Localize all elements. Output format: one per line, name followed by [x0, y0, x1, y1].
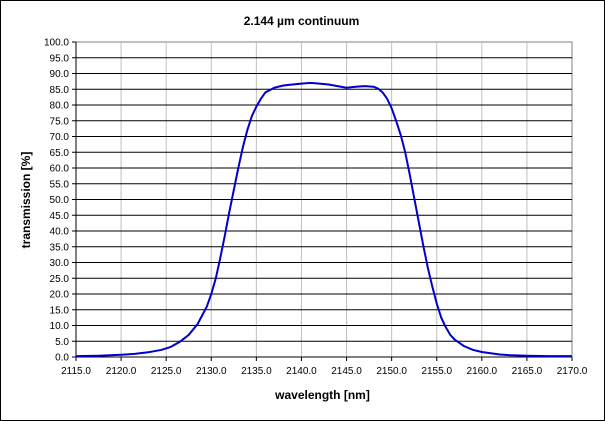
- chart-title: 2.144 µm continuum: [243, 14, 360, 28]
- x-tick-label: 2150.0: [376, 366, 407, 377]
- transmission-series-line: [75, 81, 572, 358]
- x-tick-label: 2165.0: [512, 366, 543, 377]
- y-tick-label: 15.0: [50, 305, 70, 316]
- x-tick-label: 2140.0: [286, 366, 317, 377]
- x-tick-label: 2145.0: [331, 366, 362, 377]
- y-tick-label: 60.0: [50, 164, 70, 175]
- x-axis-ticks: 2115.0 2120.0 2125.0 2130.0 2135.0 2140.0 2145…: [61, 356, 588, 377]
- y-tick-label: 90.0: [50, 69, 70, 80]
- y-tick-label: 50.0: [50, 195, 70, 206]
- x-tick-label: 2115.0: [61, 366, 91, 377]
- y-tick-label: 5.0: [55, 337, 69, 348]
- x-tick-label: 2160.0: [467, 366, 498, 377]
- y-tick-label: 0.0: [55, 353, 69, 364]
- x-axis-title: wavelength [nm]: [275, 388, 370, 402]
- y-tick-label: 10.0: [50, 321, 70, 332]
- horizontal-gridlines: [76, 57, 572, 342]
- x-tick-label: 2130.0: [196, 366, 227, 377]
- x-tick-label: 2155.0: [421, 366, 452, 377]
- y-axis-ticks: 0.0 5.0 10.0 15.0 20.0 25.0 30.0 35.0 40.0 45.0 50…: [44, 38, 77, 364]
- y-tick-label: 70.0: [50, 132, 70, 143]
- y-tick-label: 40.0: [50, 227, 70, 238]
- y-tick-label: 20.0: [50, 290, 70, 301]
- x-tick-label: 2135.0: [241, 366, 272, 377]
- x-tick-label: 2170.0: [557, 366, 588, 377]
- y-tick-label: 80.0: [50, 101, 70, 112]
- y-tick-label: 35.0: [50, 242, 70, 253]
- y-tick-label: 95.0: [50, 53, 70, 64]
- y-tick-label: 75.0: [50, 116, 70, 127]
- y-tick-label: 45.0: [50, 211, 70, 222]
- y-axis-title: transmission [%]: [19, 151, 33, 249]
- y-tick-label: 85.0: [50, 85, 70, 96]
- y-tick-label: 100.0: [44, 38, 69, 49]
- x-tick-label: 2125.0: [151, 366, 182, 377]
- x-tick-label: 2120.0: [106, 366, 137, 377]
- y-tick-label: 65.0: [50, 148, 70, 159]
- y-tick-label: 55.0: [50, 179, 70, 190]
- y-tick-label: 25.0: [50, 274, 70, 285]
- y-tick-label: 30.0: [50, 258, 70, 269]
